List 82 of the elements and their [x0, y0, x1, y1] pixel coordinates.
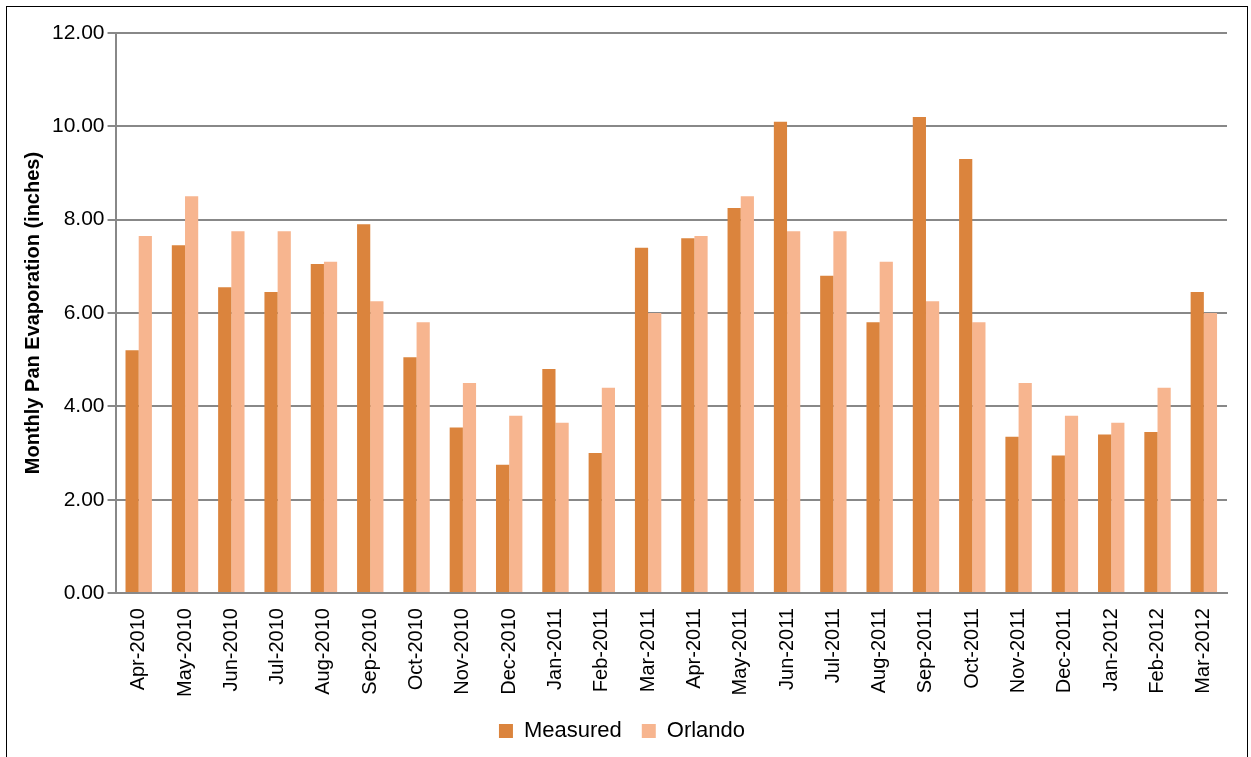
bar	[218, 287, 232, 593]
x-tick-label: Nov-2010	[450, 608, 473, 695]
bar	[740, 196, 754, 593]
bar	[634, 247, 649, 593]
x-tick-label: Apr-2011	[681, 608, 704, 689]
bar	[1005, 436, 1019, 593]
y-tick-label: 12.00	[51, 19, 105, 43]
x-tick-label: Mar-2011	[635, 608, 658, 693]
bar	[357, 224, 371, 593]
bar	[681, 238, 695, 593]
y-axis-title: Monthly Pan Evaporation (inches)	[20, 151, 43, 475]
bar	[310, 264, 324, 593]
bar	[185, 196, 199, 593]
bar	[588, 453, 602, 593]
bar	[773, 121, 788, 593]
y-tick-label: 8.00	[63, 206, 105, 230]
x-tick-label: Jun-2010	[218, 608, 241, 692]
bar	[1111, 422, 1125, 593]
bar	[171, 245, 186, 593]
bar	[727, 208, 741, 593]
bar	[1051, 455, 1065, 593]
x-tick-label: Jul-2011	[820, 608, 843, 684]
x-tick-label: Apr-2010	[126, 608, 149, 691]
y-tick-label: 6.00	[63, 299, 105, 323]
x-tick-label: Jun-2011	[774, 608, 797, 690]
bar	[462, 383, 477, 593]
bar	[542, 369, 556, 593]
bar	[370, 301, 384, 593]
legend-label: Orlando	[666, 717, 746, 743]
x-tick-label: Mar-2012	[1191, 608, 1214, 694]
y-tick-label: 10.00	[51, 113, 105, 137]
bar	[555, 422, 569, 593]
legend-label: Measured	[523, 717, 622, 743]
bar	[416, 322, 430, 593]
bar	[277, 231, 291, 593]
x-tick-label: May-2010	[172, 608, 195, 697]
x-tick-label: Jan-2012	[1098, 608, 1121, 692]
y-tick-label: 4.00	[63, 393, 105, 417]
bar	[912, 117, 926, 593]
bar	[509, 415, 523, 593]
bar	[138, 236, 152, 593]
bar	[648, 313, 662, 593]
x-tick-label: Feb-2011	[589, 608, 612, 693]
x-tick-label: Oct-2011	[959, 608, 982, 689]
bar	[264, 292, 278, 593]
x-tick-label: Aug-2010	[311, 608, 334, 695]
bar	[925, 301, 940, 593]
bar	[495, 464, 510, 593]
bar	[694, 236, 708, 593]
bar	[231, 231, 245, 593]
bar	[1098, 434, 1112, 593]
x-tick-label: Oct-2010	[404, 608, 427, 691]
x-tick-label: Jul-2010	[265, 608, 288, 685]
bar	[879, 261, 893, 593]
bar	[959, 159, 973, 593]
bar	[449, 427, 463, 593]
y-tick-label: 2.00	[63, 486, 105, 510]
x-tick-label: May-2011	[728, 608, 751, 696]
bar	[820, 275, 834, 593]
bar	[972, 322, 986, 593]
bar	[125, 350, 139, 593]
bar	[323, 261, 338, 593]
bar	[1018, 383, 1032, 593]
bar	[787, 231, 801, 593]
bar	[601, 387, 616, 593]
bar	[1064, 415, 1079, 593]
y-tick-label: 0.00	[63, 579, 105, 603]
bar	[1144, 432, 1158, 593]
x-tick-label: Sep-2010	[357, 608, 380, 695]
bar	[1157, 387, 1171, 593]
bar	[866, 322, 880, 593]
x-tick-label: Feb-2012	[1145, 608, 1168, 694]
bar	[1203, 313, 1218, 593]
x-tick-label: Dec-2011	[1052, 608, 1075, 694]
bar	[1190, 292, 1204, 593]
bar	[833, 231, 847, 593]
x-tick-label: Dec-2010	[496, 608, 519, 695]
bar	[403, 357, 417, 593]
x-tick-label: Nov-2011	[1006, 608, 1029, 694]
x-tick-label: Jan-2011	[543, 608, 566, 690]
x-tick-label: Sep-2011	[913, 608, 936, 694]
x-tick-label: Aug-2011	[867, 608, 890, 694]
